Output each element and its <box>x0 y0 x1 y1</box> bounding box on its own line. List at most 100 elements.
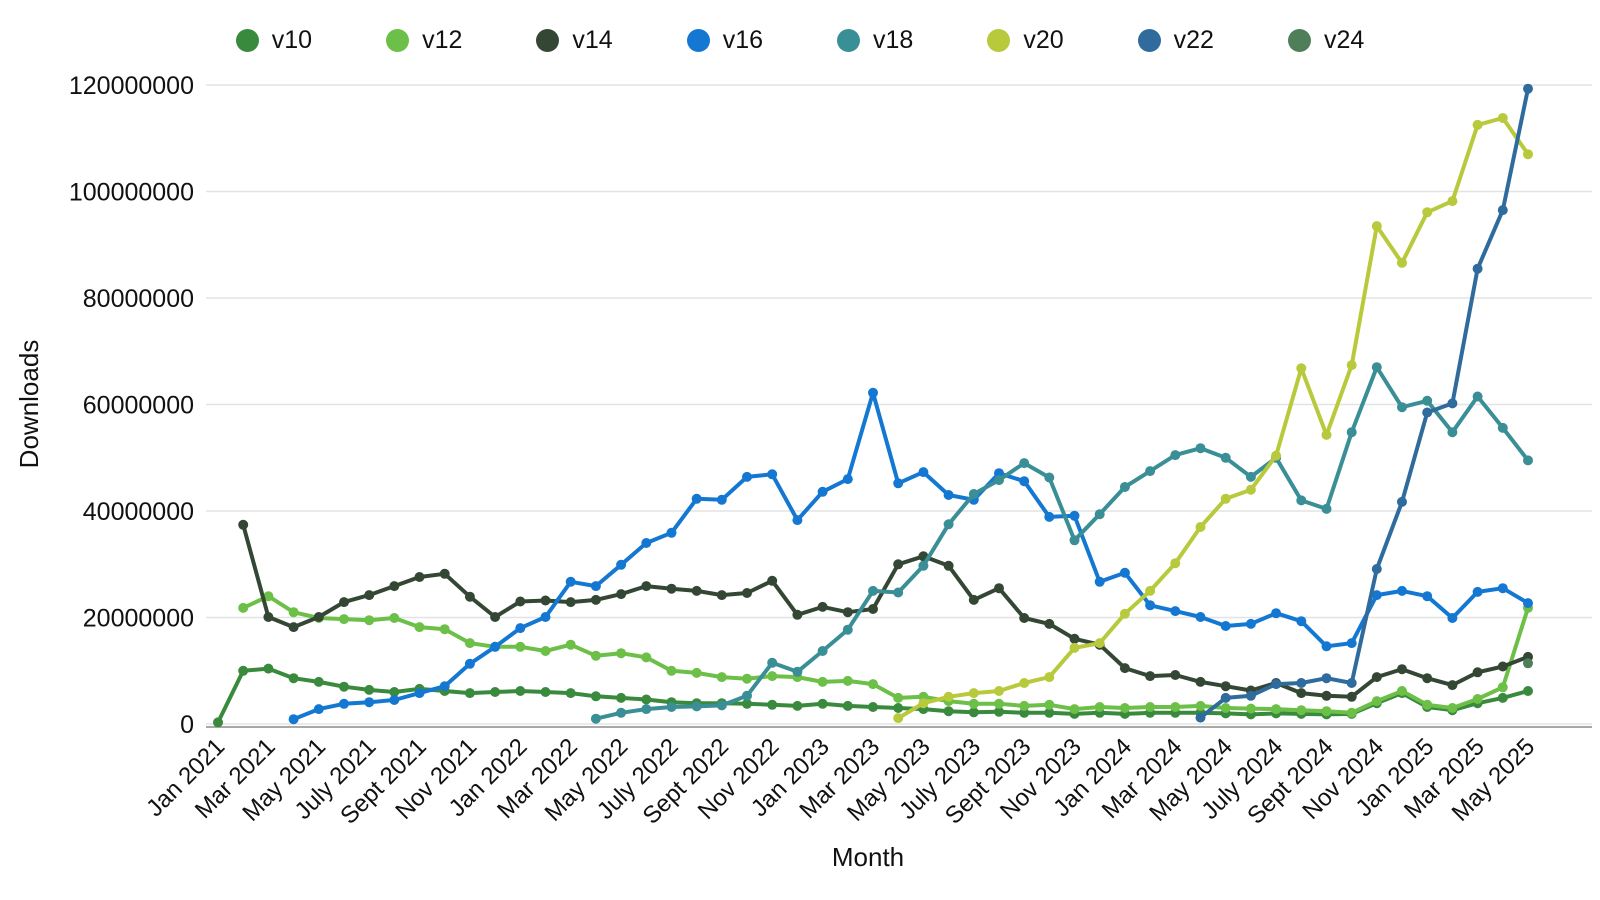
series-v18-point[interactable] <box>1170 450 1181 461</box>
series-v10-point[interactable] <box>565 688 576 699</box>
series-v18-point[interactable] <box>1220 452 1231 463</box>
series-v14-point[interactable] <box>1195 676 1206 687</box>
series-v20-point[interactable] <box>943 691 954 702</box>
series-v22-point[interactable] <box>1371 564 1382 574</box>
series-v14-point[interactable] <box>868 604 878 614</box>
series-v12-point[interactable] <box>616 648 627 659</box>
series-v12-point[interactable] <box>439 624 450 635</box>
legend-item-v24[interactable]: v24 <box>1287 26 1364 55</box>
series-v14-point[interactable] <box>590 594 601 605</box>
series-v12-point[interactable] <box>1019 700 1030 711</box>
series-v16-point[interactable] <box>994 468 1004 479</box>
series-v16-point[interactable] <box>540 612 551 622</box>
series-v22-point[interactable] <box>1422 407 1433 418</box>
series-v10-point[interactable] <box>263 663 274 674</box>
series-v20-point[interactable] <box>1422 207 1433 218</box>
series-v18-point[interactable] <box>1069 535 1080 546</box>
series-v16-point[interactable] <box>1145 600 1156 611</box>
series-v14-point[interactable] <box>1019 613 1030 623</box>
series-v12-point[interactable] <box>994 698 1004 709</box>
series-v14-point[interactable] <box>716 590 727 601</box>
series-v12-point[interactable] <box>1422 699 1433 710</box>
series-v14-point[interactable] <box>943 560 954 571</box>
series-v16-point[interactable] <box>918 467 929 478</box>
series-v14-point[interactable] <box>464 591 475 602</box>
series-v14-point[interactable] <box>1371 672 1382 683</box>
series-v18-point[interactable] <box>1245 471 1256 482</box>
series-v16-point[interactable] <box>1447 613 1458 623</box>
series-v18-point[interactable] <box>817 646 828 656</box>
series-v20-point[interactable] <box>1170 558 1181 569</box>
series-v22-point[interactable] <box>1245 690 1256 701</box>
series-v12-point[interactable] <box>767 671 778 682</box>
legend-item-v20[interactable]: v20 <box>987 26 1064 55</box>
series-v16-point[interactable] <box>1170 606 1181 617</box>
series-v10-point[interactable] <box>968 707 979 718</box>
series-v14-point[interactable] <box>1397 664 1407 675</box>
series-v20-point[interactable] <box>1397 257 1407 268</box>
series-v18-point[interactable] <box>1321 503 1332 514</box>
series-v16-point[interactable] <box>288 714 299 725</box>
series-v20-point[interactable] <box>1119 608 1130 619</box>
series-v14-point[interactable] <box>1321 690 1332 701</box>
series-v18-point[interactable] <box>590 713 601 724</box>
series-v16-point[interactable] <box>1044 511 1055 522</box>
series-v14-point[interactable] <box>742 588 752 598</box>
series-v12-point[interactable] <box>716 672 727 683</box>
series-v20-point[interactable] <box>994 686 1004 696</box>
series-v16-point[interactable] <box>893 478 904 489</box>
series-v18-point[interactable] <box>691 701 702 712</box>
series-v16-point[interactable] <box>1094 576 1105 587</box>
series-v16-point[interactable] <box>439 681 450 692</box>
series-v14-point[interactable] <box>1296 688 1307 699</box>
series-v18-point[interactable] <box>792 666 803 677</box>
series-v10-point[interactable] <box>1523 686 1533 696</box>
series-v10-point[interactable] <box>590 691 601 702</box>
series-v16-point[interactable] <box>490 641 501 652</box>
series-v14-point[interactable] <box>339 597 349 608</box>
series-v20-point[interactable] <box>1346 360 1357 371</box>
series-v12-point[interactable] <box>1397 686 1407 696</box>
series-v12-point[interactable] <box>868 679 878 690</box>
series-v14-point[interactable] <box>666 583 677 594</box>
series-v18-point[interactable] <box>716 700 727 711</box>
series-v22-point[interactable] <box>1523 83 1533 94</box>
series-v16-point[interactable] <box>1296 616 1307 627</box>
series-v18-point[interactable] <box>616 707 627 718</box>
series-v12-point[interactable] <box>515 641 526 652</box>
series-v20-point[interactable] <box>1472 119 1483 130</box>
series-v16-point[interactable] <box>1119 567 1130 578</box>
series-v18-point[interactable] <box>1371 362 1382 373</box>
series-v12-point[interactable] <box>1296 705 1307 716</box>
series-v16-point[interactable] <box>1497 583 1508 594</box>
series-v18-point[interactable] <box>893 587 904 598</box>
series-v14-point[interactable] <box>1220 681 1231 692</box>
series-v14-point[interactable] <box>1069 633 1080 644</box>
series-v18-point[interactable] <box>1472 391 1483 402</box>
series-v12-point[interactable] <box>742 673 752 684</box>
series-v14-point[interactable] <box>616 589 627 600</box>
series-v12-point[interactable] <box>1321 706 1332 717</box>
series-v12-point[interactable] <box>1371 696 1382 707</box>
series-v18-point[interactable] <box>918 560 929 571</box>
series-v20-point[interactable] <box>1371 221 1382 232</box>
series-v20-point[interactable] <box>968 688 979 699</box>
series-v18-point[interactable] <box>1523 455 1533 466</box>
series-v12-point[interactable] <box>1271 704 1282 715</box>
series-v12-point[interactable] <box>1094 702 1105 712</box>
series-v12-point[interactable] <box>817 676 828 687</box>
series-v16-point[interactable] <box>666 527 677 538</box>
series-v18-point[interactable] <box>1497 422 1508 433</box>
series-v12-point[interactable] <box>641 652 652 663</box>
series-v14-point[interactable] <box>691 585 702 596</box>
series-v16-point[interactable] <box>1346 638 1357 649</box>
series-v16-point[interactable] <box>339 698 349 709</box>
series-v20-point[interactable] <box>893 713 904 724</box>
series-v14-point[interactable] <box>1119 663 1130 674</box>
series-v12-point[interactable] <box>1170 702 1181 712</box>
series-v18-point[interactable] <box>641 704 652 715</box>
series-v14-point[interactable] <box>439 568 450 579</box>
series-v16-point[interactable] <box>414 688 425 699</box>
series-v12-point[interactable] <box>464 638 475 649</box>
series-v22-point[interactable] <box>1497 205 1508 216</box>
